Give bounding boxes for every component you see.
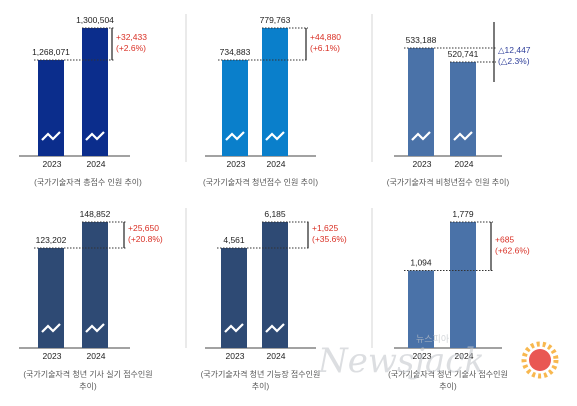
category-tick-label: 2023: [226, 351, 245, 361]
chart-panel: 734,883 2023 779,763 2024 +44,880(+6.1%) (국가기…: [203, 15, 341, 187]
panel-dividers: [185, 14, 373, 348]
bar-value-label: 533,188: [406, 35, 437, 45]
category-tick-label: 2024: [87, 159, 106, 169]
bar-2024: [82, 28, 108, 156]
category-tick-label: 2023: [413, 351, 432, 361]
sun-logo: [521, 341, 559, 379]
difference-label: +32,433: [116, 32, 147, 42]
watermark-brand: Newsjack: [318, 341, 485, 381]
bar-2024: [262, 28, 288, 156]
chart-caption: 추이): [252, 381, 270, 391]
newsjack-watermark: Newsjack 뉴스피아: [318, 334, 559, 381]
difference-label: +1,625: [312, 223, 339, 233]
bar-value-label: 520,741: [448, 49, 479, 59]
axis-break-mark: [265, 323, 285, 333]
axis-break-mark: [265, 131, 285, 141]
chart-caption: (국가기술자격 청년 기술사 접수인원: [388, 369, 508, 379]
chart-panel: 123,202 2023 148,852 2024 +25,650(+20.8%) (국가…: [19, 209, 163, 391]
bar-value-label: 6,185: [264, 209, 286, 219]
difference-label: (+2.6%): [116, 43, 146, 53]
difference-label: +685: [495, 234, 514, 244]
difference-label: (+35.6%): [312, 234, 347, 244]
difference-label: (+20.8%): [128, 234, 163, 244]
bar-2023: [222, 60, 248, 156]
category-tick-label: 2024: [87, 351, 106, 361]
chart-caption: (국가기술자격 총접수 인원 추이): [34, 177, 142, 187]
bar-value-label: 1,094: [410, 258, 432, 268]
axis-break-mark: [85, 323, 105, 333]
axis-break-mark: [225, 131, 245, 141]
bar-2023: [38, 60, 64, 156]
chart-caption: (국가기술자격 청년 기능장 접수인원: [201, 369, 321, 379]
sun-logo-ring: [521, 341, 559, 379]
axis-break-mark: [453, 131, 473, 141]
category-tick-label: 2024: [267, 351, 286, 361]
bar-value-label: 734,883: [220, 47, 251, 57]
bar-2023: [221, 248, 247, 348]
difference-label: (△2.3%): [498, 56, 530, 66]
category-tick-label: 2024: [455, 351, 474, 361]
axis-break-mark: [85, 131, 105, 141]
chart-panel: 4,561 2023 6,185 2024 +1,625(+35.6%) (국가기술자격 …: [201, 209, 347, 391]
bar-value-label: 148,852: [80, 209, 111, 219]
axis-break-mark: [41, 323, 61, 333]
chart-panel: 1,094 2023 1,779 2024 +685(+62.6%) (국가기술자격 청년…: [388, 209, 530, 391]
bar-value-label: 4,561: [223, 235, 245, 245]
sun-logo-core: [529, 349, 551, 371]
axis-break-mark: [411, 131, 431, 141]
difference-label: (+62.6%): [495, 245, 530, 255]
category-tick-label: 2023: [43, 351, 62, 361]
bar-value-label: 1,300,504: [76, 15, 114, 25]
bar-value-label: 1,268,071: [32, 47, 70, 57]
chart-panel: 1,268,071 2023 1,300,504 2024 +32,433(+2.6%)…: [19, 15, 147, 187]
chart-caption: 추이): [79, 381, 97, 391]
axis-break-mark: [224, 323, 244, 333]
bar-2023: [38, 248, 64, 348]
bar-value-label: 1,779: [452, 209, 474, 219]
category-tick-label: 2023: [413, 159, 432, 169]
chart-caption: (국가기술자격 청년접수 인원 추이): [203, 177, 318, 187]
bar-2024: [262, 222, 288, 348]
difference-label: +44,880: [310, 32, 341, 42]
panels: 1,268,071 2023 1,300,504 2024 +32,433(+2.6%)…: [19, 15, 531, 391]
bar-2024: [82, 222, 108, 348]
category-tick-label: 2023: [227, 159, 246, 169]
watermark-korean: 뉴스피아: [416, 334, 450, 345]
axis-break-mark: [41, 131, 61, 141]
chart-panel: 533,188 2023 520,741 2024 △12,447(△2.3%) (국가기…: [387, 22, 531, 187]
category-tick-label: 2024: [267, 159, 286, 169]
bar-2023: [408, 270, 434, 348]
bar-value-label: 779,763: [260, 15, 291, 25]
difference-label: (+6.1%): [310, 43, 340, 53]
chart-caption: 추이): [439, 381, 457, 391]
category-tick-label: 2023: [43, 159, 62, 169]
difference-label: +25,650: [128, 223, 159, 233]
category-tick-label: 2024: [455, 159, 474, 169]
chart-caption: (국가기술자격 비청년접수 인원 추이): [387, 177, 510, 187]
chart-caption: (국가기술자격 청년 기사 실기 접수인원: [23, 369, 152, 379]
difference-label: △12,447: [498, 45, 531, 55]
bar-value-label: 123,202: [36, 235, 67, 245]
bar-2024: [450, 62, 476, 156]
bar-2024: [450, 222, 476, 348]
